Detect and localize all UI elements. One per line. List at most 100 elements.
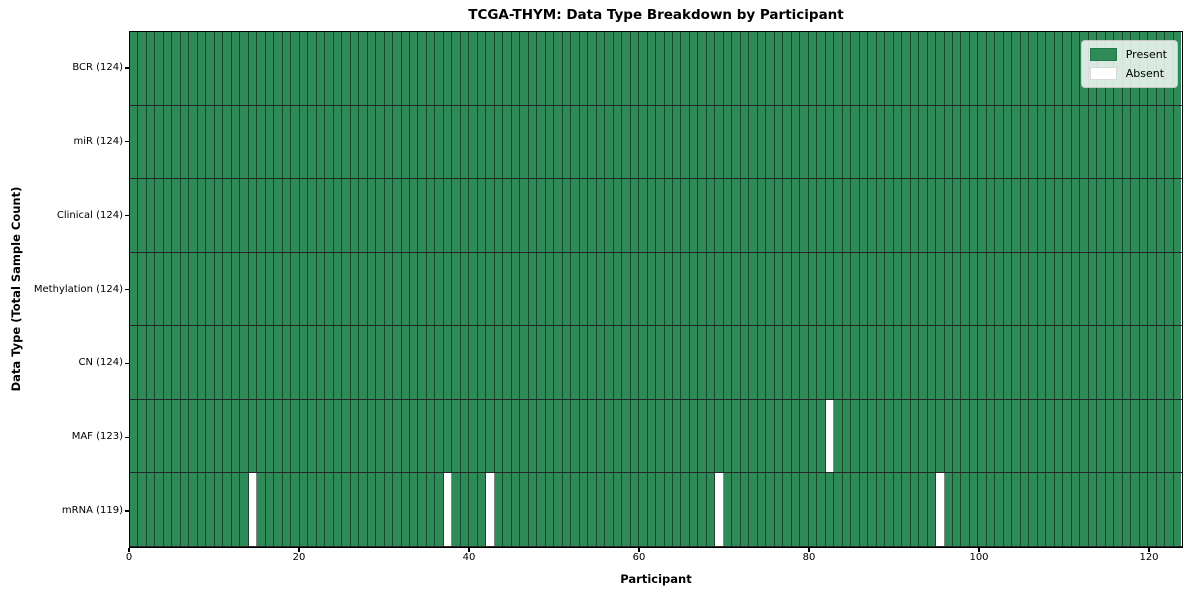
heatmap-cell: [842, 105, 852, 179]
heatmap-cell: [443, 32, 453, 105]
heatmap-cell: [1046, 105, 1055, 179]
heatmap-cell: [1088, 473, 1098, 547]
heatmap-cell: [180, 179, 190, 252]
heatmap-cell: [639, 473, 648, 547]
heatmap-cell: [1173, 473, 1182, 547]
heatmap-cell: [1122, 105, 1132, 179]
heatmap-cell: [715, 179, 724, 252]
heatmap-cell: [537, 179, 546, 252]
heatmap-cell: [673, 252, 682, 326]
heatmap-cell: [630, 326, 640, 399]
heatmap-cell: [919, 399, 928, 473]
heatmap-cell: [859, 399, 869, 473]
x-tick-label: 20: [292, 552, 306, 563]
heatmap-cell: [622, 326, 631, 399]
heatmap-cell: [520, 179, 529, 252]
heatmap-cell: [376, 473, 385, 547]
heatmap-cell: [435, 32, 444, 105]
heatmap-cell: [1122, 473, 1132, 547]
heatmap-cell: [936, 32, 945, 105]
heatmap-cell: [605, 105, 614, 179]
heatmap-cell: [206, 179, 215, 252]
heatmap-cell: [359, 399, 368, 473]
heatmap-cell: [689, 252, 699, 326]
heatmap-cell: [851, 105, 860, 179]
heatmap-cell: [435, 179, 444, 252]
heatmap-cell: [511, 179, 521, 252]
heatmap-cell: [537, 105, 546, 179]
heatmap-cell: [1088, 105, 1098, 179]
x-tick-mark: [128, 548, 130, 552]
heatmap-cell: [706, 32, 716, 105]
heatmap-cell: [1063, 32, 1072, 105]
heatmap-cell: [452, 399, 461, 473]
heatmap-cell: [469, 399, 478, 473]
heatmap-cell: [1105, 326, 1115, 399]
heatmap-cell: [579, 473, 589, 547]
heatmap-cell: [868, 32, 877, 105]
heatmap-cell: [639, 105, 648, 179]
heatmap-cell: [545, 252, 555, 326]
heatmap-cell: [876, 252, 886, 326]
heatmap-cell: [647, 179, 657, 252]
heatmap-cell: [308, 473, 317, 547]
heatmap-cell: [851, 326, 860, 399]
heatmap-cell: [681, 473, 690, 547]
heatmap-cell: [673, 473, 682, 547]
heatmap-cell: [664, 252, 673, 326]
heatmap-cell: [393, 326, 402, 399]
heatmap-cell: [588, 105, 597, 179]
heatmap-cell: [359, 473, 368, 547]
heatmap-cell: [299, 399, 309, 473]
heatmap-cell: [291, 179, 300, 252]
heatmap-cell: [868, 179, 877, 252]
heatmap-cell: [757, 326, 767, 399]
heatmap-cell: [409, 399, 419, 473]
heatmap-cell: [1139, 473, 1149, 547]
heatmap-cell: [274, 326, 283, 399]
heatmap-cell: [800, 179, 809, 252]
heatmap-cell: [647, 399, 657, 473]
heatmap-cell: [1037, 252, 1047, 326]
heatmap-cell: [325, 32, 334, 105]
heatmap-cell: [757, 399, 767, 473]
heatmap-cell: [325, 252, 334, 326]
heatmap-cell: [418, 473, 427, 547]
heatmap-cell: [197, 399, 207, 473]
x-tick-label: 120: [1139, 552, 1159, 563]
heatmap-cell: [376, 105, 385, 179]
y-tick-mark: [125, 436, 129, 438]
heatmap-cell: [1054, 326, 1064, 399]
heatmap-cell: [426, 399, 436, 473]
heatmap-cell: [282, 399, 292, 473]
heatmap-cell: [961, 399, 970, 473]
heatmap-cell: [723, 252, 733, 326]
heatmap-cell: [367, 252, 377, 326]
heatmap-cell: [1063, 473, 1072, 547]
heatmap-cell: [1165, 326, 1174, 399]
heatmap-cell: [1080, 105, 1089, 179]
heatmap-cell: [146, 252, 156, 326]
heatmap-cell: [588, 326, 597, 399]
heatmap-cell: [834, 105, 843, 179]
heatmap-cell: [308, 252, 317, 326]
heatmap-cell: [986, 32, 996, 105]
heatmap-cell: [231, 473, 241, 547]
heatmap-cell: [783, 179, 792, 252]
heatmap-cell: [774, 179, 784, 252]
heatmap-cell: [605, 399, 614, 473]
heatmap-cell: [825, 399, 835, 473]
heatmap-cell: [274, 399, 283, 473]
heatmap-cell: [350, 105, 360, 179]
heatmap-cell: [393, 105, 402, 179]
heatmap-cell: [333, 399, 343, 473]
heatmap-cell: [206, 473, 215, 547]
heatmap-cell: [316, 473, 326, 547]
heatmap-cell: [605, 252, 614, 326]
heatmap-cell: [936, 326, 945, 399]
heatmap-cell: [401, 399, 410, 473]
heatmap-cell: [834, 179, 843, 252]
x-tick-mark: [638, 548, 640, 552]
heatmap-cell: [842, 179, 852, 252]
heatmap-cell: [868, 252, 877, 326]
